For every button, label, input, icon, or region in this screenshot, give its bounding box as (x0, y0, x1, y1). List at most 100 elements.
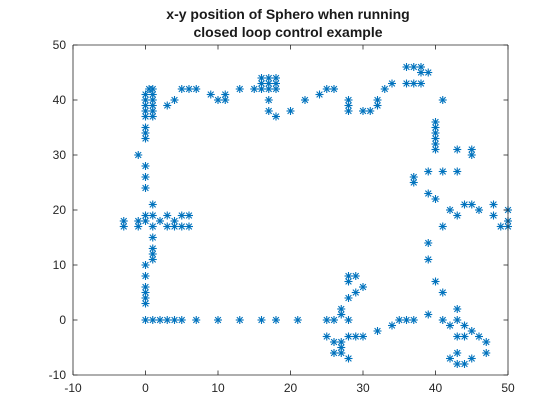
data-point (344, 332, 353, 341)
data-point (446, 354, 454, 363)
data-point (431, 145, 440, 154)
data-point (156, 217, 164, 225)
y-tick-label: 40 (53, 93, 67, 107)
data-point (257, 316, 266, 324)
data-point (192, 316, 201, 324)
data-point (177, 85, 186, 93)
data-point (177, 222, 186, 231)
data-point (438, 96, 447, 104)
data-point (134, 151, 143, 159)
data-point (141, 90, 150, 99)
data-point (163, 222, 172, 231)
data-point (141, 112, 150, 121)
data-point (163, 101, 172, 110)
data-point (170, 217, 179, 225)
data-point (453, 316, 462, 324)
data-point (467, 327, 476, 335)
data-point (380, 85, 389, 93)
data-point (446, 321, 454, 330)
data-point (467, 354, 476, 363)
data-point (293, 316, 302, 324)
data-point (148, 101, 157, 110)
x-tick-label: 30 (356, 381, 370, 395)
data-point (170, 96, 179, 104)
data-point (214, 316, 222, 324)
data-point (431, 118, 440, 126)
data-point (322, 332, 331, 341)
data-point (119, 222, 128, 231)
data-point (489, 200, 498, 209)
data-point (460, 321, 469, 330)
data-point (373, 327, 382, 335)
data-point (446, 206, 454, 214)
data-point (453, 332, 462, 341)
data-point (460, 200, 469, 209)
data-point (344, 316, 353, 324)
data-point (351, 272, 360, 280)
data-point (337, 305, 346, 313)
data-point (453, 167, 462, 176)
x-tick-label: 50 (501, 381, 515, 395)
data-point (402, 79, 411, 88)
data-point (170, 222, 179, 231)
data-point (141, 261, 150, 269)
data-point (496, 222, 505, 231)
data-point (141, 316, 150, 324)
data-point (438, 288, 447, 297)
data-point (156, 316, 164, 324)
data-point (148, 211, 157, 220)
data-point (431, 195, 440, 203)
data-point (482, 338, 491, 346)
data-point (264, 96, 273, 104)
data-point (337, 349, 346, 357)
data-point (141, 217, 150, 225)
data-point (330, 85, 338, 93)
data-point (272, 316, 280, 324)
data-point (438, 316, 447, 324)
data-point (467, 200, 476, 209)
y-tick-label: 50 (53, 38, 67, 52)
data-point (134, 222, 143, 231)
data-point (330, 349, 338, 357)
y-tick-label: -10 (49, 368, 67, 382)
data-point (272, 85, 280, 93)
data-point (148, 107, 157, 115)
data-point (141, 162, 150, 170)
data-point (148, 316, 157, 324)
data-point (301, 96, 309, 104)
data-point (141, 299, 150, 308)
data-point (272, 112, 280, 121)
plot-area (73, 45, 508, 375)
data-point (344, 107, 353, 115)
data-point (148, 112, 157, 121)
data-point (185, 211, 193, 220)
data-point (141, 173, 150, 181)
data-point (145, 85, 154, 93)
data-point (337, 338, 346, 346)
data-point (315, 90, 324, 99)
x-tick-label: 40 (429, 381, 443, 395)
y-tick-label: 30 (53, 148, 67, 162)
data-point (438, 222, 447, 231)
data-point (344, 294, 353, 302)
data-point (257, 79, 266, 88)
data-point (409, 79, 418, 88)
data-point (344, 96, 353, 104)
data-point (206, 90, 215, 99)
data-point (409, 178, 418, 187)
data-point (417, 68, 425, 77)
data-point (148, 233, 157, 242)
y-tick-label: 0 (59, 313, 66, 327)
data-point (453, 145, 462, 154)
data-point (453, 349, 462, 357)
data-markers (119, 63, 512, 368)
x-tick-label: 20 (284, 381, 298, 395)
data-point (148, 200, 157, 209)
chart-title-line-2: closed loop control example (193, 24, 382, 40)
data-point (359, 283, 367, 291)
data-point (359, 107, 367, 115)
data-point (460, 332, 469, 341)
data-point (250, 85, 259, 93)
data-point (373, 101, 382, 110)
